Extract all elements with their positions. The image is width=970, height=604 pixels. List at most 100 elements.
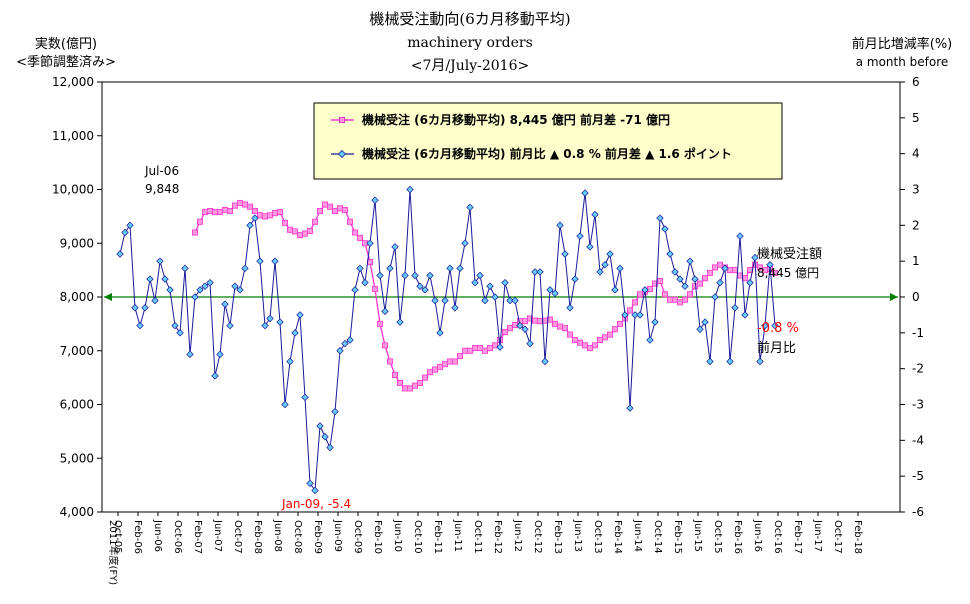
series-pct-point	[151, 296, 159, 305]
x-tick-label: Jun-06	[152, 519, 163, 552]
series-pct-point	[571, 275, 579, 283]
x-tick-label: Feb-16	[732, 520, 743, 554]
series-pct-point	[536, 268, 544, 276]
series-pct-point	[566, 304, 574, 312]
x-tick-label: Feb-07	[192, 520, 203, 554]
series-pct-point	[431, 296, 439, 305]
series-pct-point	[286, 357, 294, 366]
series-pct-point	[271, 257, 279, 265]
x-tick-label: Feb-09	[312, 520, 323, 554]
series-level-point	[331, 207, 338, 214]
series-level-point	[391, 371, 398, 378]
series-level-point	[221, 206, 228, 213]
series-level-point	[306, 227, 313, 234]
series-level-point	[211, 209, 218, 216]
series-pct-point	[356, 264, 364, 273]
series-pct-point	[381, 307, 389, 316]
series-level-point	[336, 205, 343, 212]
series-level-point	[537, 318, 544, 325]
series-level-point	[512, 321, 519, 328]
series-level-point	[291, 228, 298, 235]
series-pct-point	[476, 271, 484, 280]
series-pct-point	[766, 261, 774, 269]
annotation-peak-value: 9,848	[145, 182, 179, 196]
series-pct-point	[521, 325, 529, 333]
annotation-pct-label: 前月比	[757, 340, 796, 356]
series-level-point	[351, 229, 358, 236]
series-level-point	[236, 199, 243, 206]
series-pct-point	[701, 318, 709, 326]
series-level-point	[411, 382, 418, 389]
series-pct-point	[376, 271, 384, 280]
series-level-point	[421, 374, 428, 381]
series-pct-point	[456, 264, 464, 273]
series-pct-point	[341, 339, 349, 348]
series-level-point	[717, 261, 724, 268]
series-level-point	[226, 207, 233, 214]
series-level-point	[246, 203, 253, 210]
x-tick-label: Oct-08	[292, 520, 303, 554]
series-level-point	[426, 369, 433, 376]
series-pct-point	[706, 357, 714, 366]
x-tick-label: Oct-15	[712, 520, 723, 554]
series-level-point	[446, 358, 453, 365]
x-tick-label: Oct-05	[112, 520, 123, 554]
series-pct-point	[331, 407, 339, 416]
x-tick-label: Oct-11	[472, 520, 483, 554]
series-level-point	[687, 291, 694, 298]
series-pct-point	[351, 286, 359, 294]
y-right-tick-label: -4	[912, 433, 924, 447]
y-right-label-1: 前月比増減率(%)	[852, 36, 953, 52]
series-level-point	[241, 201, 248, 208]
series-level-point	[356, 234, 363, 241]
series-level-point	[637, 291, 644, 298]
series-pct-point	[291, 329, 299, 337]
x-tick-label: Feb-15	[672, 520, 683, 554]
series-pct-point	[251, 214, 259, 222]
series-pct-point	[711, 293, 719, 301]
series-level-point	[647, 285, 654, 292]
series-level-point	[271, 210, 278, 217]
series-pct-point	[611, 286, 619, 294]
series-pct-point	[466, 203, 474, 212]
series-pct-point	[631, 311, 639, 319]
series-level-point	[667, 296, 674, 303]
y-right-tick-label: -1	[912, 326, 924, 340]
annotation-pct-value: -0.8 %	[757, 321, 799, 336]
x-axis-unit: 2011年度(FY)	[107, 520, 120, 585]
series-pct-point	[661, 225, 669, 233]
x-tick-label: Oct-17	[832, 520, 843, 554]
series-level-point	[201, 209, 208, 216]
annotation-level-label: 機械受注額	[757, 247, 822, 262]
series-pct-point	[261, 321, 269, 330]
series-level-point	[587, 345, 594, 352]
series-pct-point	[586, 243, 594, 251]
series-pct-point	[446, 264, 454, 273]
x-tick-label: Feb-18	[852, 520, 863, 554]
series-level-point	[216, 209, 223, 216]
series-pct-point	[171, 321, 179, 330]
series-pct-point	[226, 321, 234, 330]
series-level-point	[206, 207, 213, 214]
series-pct-point	[676, 275, 684, 283]
series-pct-point	[421, 286, 429, 294]
series-level-point	[401, 385, 408, 392]
zero-line-arrow-right	[890, 293, 898, 301]
series-level-point	[371, 285, 378, 292]
x-tick-label: Oct-06	[172, 520, 183, 554]
series-level-point	[301, 230, 308, 237]
x-tick-label: Oct-10	[412, 520, 423, 554]
series-level-point	[261, 213, 268, 220]
series-level-point	[416, 379, 423, 386]
x-tick-label: Oct-16	[772, 520, 783, 554]
series-pct-point	[716, 278, 724, 287]
series-pct-point	[166, 286, 174, 294]
series-pct-point	[576, 232, 584, 240]
y-left-tick-label: 9,000	[60, 236, 94, 250]
series-level-point	[471, 345, 478, 352]
series-percent-change	[116, 185, 779, 495]
series-pct-point	[526, 339, 534, 348]
series-pct-point	[326, 443, 334, 452]
series-pct-point	[656, 214, 664, 222]
